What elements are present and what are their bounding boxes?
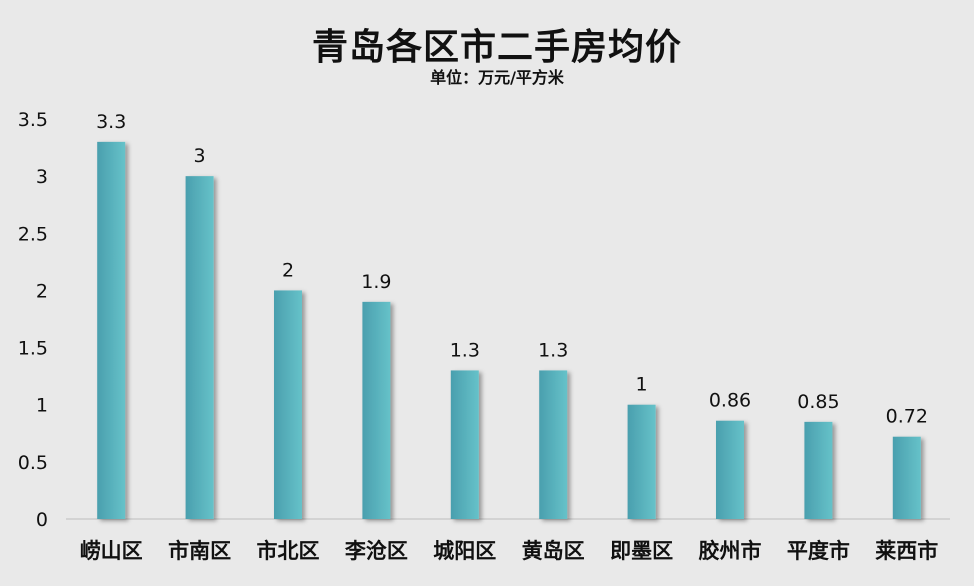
bar (892, 436, 921, 519)
chart-subtitle: 单位：万元/平方米 (430, 68, 564, 87)
x-tick-label: 莱西市 (875, 539, 938, 563)
bar (716, 420, 744, 519)
data-label: 3 (194, 145, 206, 167)
y-tick-label: 3.5 (18, 109, 48, 131)
chart-title: 青岛各区市二手房均价 (311, 27, 682, 68)
data-label: 1.3 (450, 339, 480, 361)
data-label: 0.85 (797, 391, 839, 413)
y-tick-label: 0 (36, 509, 48, 531)
y-tick-label: 3 (36, 166, 48, 188)
bar (185, 176, 214, 519)
data-label: 1 (636, 374, 648, 396)
y-tick-label: 2.5 (18, 223, 48, 245)
x-tick-label: 胶州市 (699, 539, 762, 563)
x-tick-label: 李沧区 (344, 539, 408, 563)
x-tick-label: 崂山区 (80, 539, 143, 563)
x-tick-label: 市北区 (257, 539, 320, 563)
bar (804, 421, 833, 519)
data-label: 1.3 (538, 339, 568, 361)
bar (362, 301, 391, 519)
x-tick-label: 即墨区 (610, 539, 673, 563)
y-tick-label: 0.5 (18, 452, 48, 474)
bar (450, 370, 479, 519)
x-tick-label: 平度市 (787, 539, 850, 563)
data-label: 1.9 (361, 271, 391, 293)
data-label: 2 (282, 259, 294, 281)
data-label: 0.86 (709, 390, 751, 412)
y-tick-label: 1 (36, 395, 48, 417)
bar (539, 370, 568, 519)
bar (274, 290, 302, 519)
data-label: 3.3 (96, 111, 126, 133)
y-tick-label: 2 (36, 280, 48, 302)
x-tick-label: 市南区 (168, 539, 231, 563)
y-tick-label: 1.5 (18, 338, 48, 360)
bar (97, 141, 126, 519)
bar (627, 404, 656, 519)
x-tick-label: 黄岛区 (522, 539, 585, 563)
data-label: 0.72 (886, 406, 928, 428)
x-tick-label: 城阳区 (433, 539, 496, 563)
